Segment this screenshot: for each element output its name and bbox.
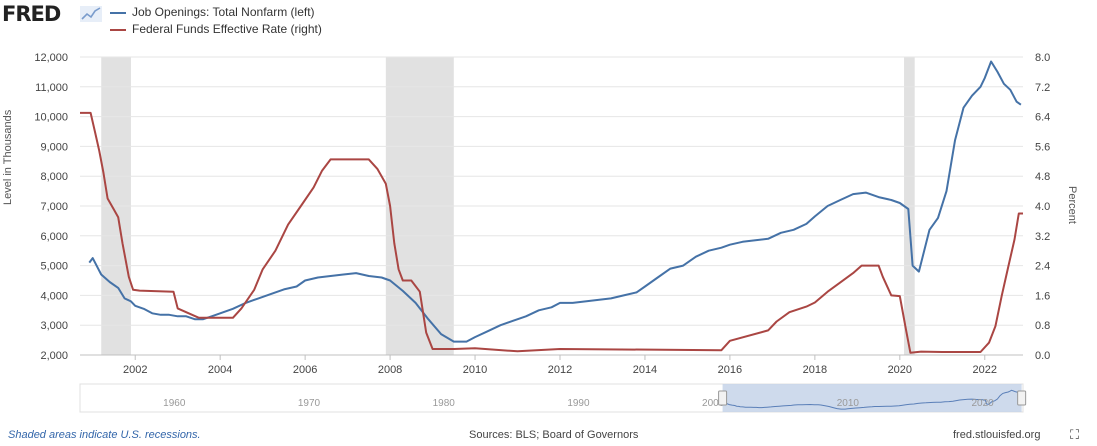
legend-label-fed-funds: Federal Funds Effective Rate (right) — [132, 22, 322, 36]
recession-note: Shaded areas indicate U.S. recessions. — [8, 429, 201, 441]
y-tick-right: 8.0 — [1035, 52, 1050, 64]
legend: Job Openings: Total Nonfarm (left) Feder… — [110, 4, 322, 38]
x-tick-label: 2016 — [718, 364, 742, 376]
navigator-tick-label: 1970 — [298, 398, 321, 409]
navigator-handle-left[interactable] — [718, 390, 728, 406]
navigator-handle-right[interactable] — [1017, 390, 1027, 406]
y-tick-left: 7,000 — [40, 201, 68, 213]
navigator-mini-line — [725, 389, 1022, 410]
y-tick-right: 6.4 — [1035, 112, 1050, 124]
x-tick-label: 2020 — [888, 364, 912, 376]
x-tick-label: 2014 — [633, 364, 657, 376]
legend-item-job-openings[interactable]: Job Openings: Total Nonfarm (left) — [110, 4, 322, 21]
y-tick-left: 4,000 — [40, 290, 68, 302]
x-tick-label: 2018 — [803, 364, 827, 376]
series-line-job-openings[interactable] — [88, 60, 1022, 343]
series-line-fed-funds[interactable] — [80, 111, 1023, 354]
y-tick-right: 3.2 — [1035, 231, 1050, 243]
y-tick-left: 12,000 — [34, 52, 68, 64]
series-layer — [80, 60, 1023, 354]
y-tick-right: 0.8 — [1035, 320, 1050, 332]
x-tick-label: 2010 — [463, 364, 487, 376]
x-tick-label: 2012 — [548, 364, 572, 376]
navigator-tick-label: 2000 — [702, 398, 725, 409]
y-tick-left: 9,000 — [40, 141, 68, 153]
grid-layer — [80, 56, 1023, 360]
legend-item-fed-funds[interactable]: Federal Funds Effective Rate (right) — [110, 21, 322, 38]
time-navigator[interactable]: 1960 1970 1980 1990 2000 2010 2020 — [79, 383, 1027, 413]
y-tick-left: 8,000 — [40, 171, 68, 183]
navigator-tick-label: 1960 — [163, 398, 186, 409]
y-tick-right: 0.0 — [1035, 350, 1050, 362]
x-tick-label: 2002 — [123, 364, 147, 376]
y-tick-left: 6,000 — [40, 231, 68, 243]
y-tick-left: 5,000 — [40, 261, 68, 273]
legend-swatch-job-openings — [110, 11, 126, 14]
site-link[interactable]: fred.stlouisfed.org — [953, 429, 1041, 441]
x-tick-label: 2022 — [973, 364, 997, 376]
y-tick-right: 1.6 — [1035, 290, 1050, 302]
axis-labels-layer: 2,000 0.0 3,000 0.8 4,000 1.6 5,000 2.4 6,000 3.2… — [34, 52, 1050, 376]
fred-chart-icon — [80, 6, 102, 22]
y-tick-right: 7.2 — [1035, 82, 1050, 94]
y-tick-left: 3,000 — [40, 320, 68, 332]
y-tick-left: 2,000 — [40, 350, 68, 362]
x-tick-label: 2008 — [378, 364, 402, 376]
expand-icon[interactable]: ⛶ — [1070, 427, 1080, 442]
y-tick-right: 4.8 — [1035, 171, 1050, 183]
legend-swatch-fed-funds — [110, 28, 126, 31]
y-tick-left: 10,000 — [34, 112, 68, 124]
navigator-tick-label: 2020 — [971, 398, 994, 409]
legend-label-job-openings: Job Openings: Total Nonfarm (left) — [132, 5, 315, 19]
y-tick-left: 11,000 — [35, 82, 68, 94]
y-tick-right: 4.0 — [1035, 201, 1050, 213]
y-tick-right: 2.4 — [1035, 261, 1050, 273]
navigator-tick-label: 1980 — [433, 398, 456, 409]
navigator-tick-label: 2010 — [837, 398, 860, 409]
x-tick-label: 2004 — [208, 364, 232, 376]
x-tick-label: 2006 — [293, 364, 317, 376]
navigator-tick-label: 1990 — [567, 398, 590, 409]
navigator-selection[interactable] — [722, 384, 1022, 412]
fred-logo[interactable]: FRED — [2, 2, 61, 26]
chart-plot[interactable]: 2,000 0.0 3,000 0.8 4,000 1.6 5,000 2.4 6,000 3.2… — [0, 0, 1097, 420]
y-tick-right: 5.6 — [1035, 141, 1050, 153]
sources-note: Sources: BLS; Board of Governors — [469, 429, 639, 441]
